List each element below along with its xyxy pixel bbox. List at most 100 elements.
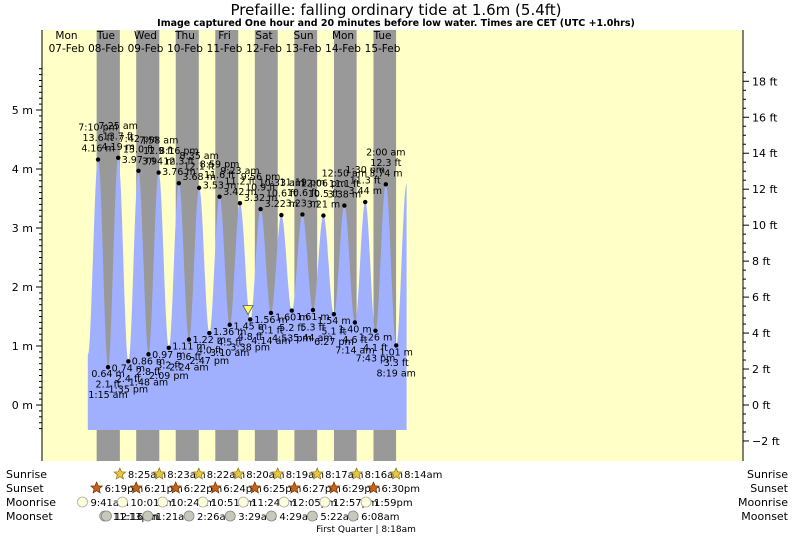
high-tide-label: 7:25 am	[98, 121, 137, 132]
sunrise-icon	[192, 467, 206, 480]
sunrise-icon	[350, 467, 364, 480]
right-tick-label: 10 ft	[752, 219, 778, 232]
sunset-time: 6:19pm	[105, 484, 144, 495]
sunset-icon	[208, 481, 222, 494]
sunrise-icon	[310, 467, 324, 480]
tide-point	[248, 317, 253, 322]
moonset-icon	[142, 510, 154, 522]
tide-point	[289, 308, 295, 313]
moonset-time: 4:29am	[279, 512, 317, 523]
high-tide-label: 10.9 ft	[245, 183, 276, 194]
low-tide-label: 4.5 ft	[217, 337, 242, 348]
high-tide-label: 13.6 ft	[83, 133, 114, 144]
high-tide-label: 3.68 m	[182, 172, 215, 183]
moonset-time: 2:26am	[197, 512, 235, 523]
high-tide-label: 11.1 ft	[329, 179, 360, 190]
moonset-time: 3:29am	[238, 512, 276, 523]
low-tide-label: 1.26 m	[359, 333, 392, 344]
moonrise-icon	[77, 496, 88, 508]
moonset-time: 5:22am	[320, 512, 358, 523]
moonrise-time: 12:05pm	[292, 498, 337, 509]
low-tide-label: 2.8 ft	[136, 367, 161, 378]
moonrise-time: 12:57pm	[333, 498, 378, 509]
low-tide-label: 4:14 am	[251, 336, 290, 347]
high-tide-label: 12.9 ft	[143, 146, 174, 157]
low-tide-label: 2:09 pm	[149, 371, 189, 382]
low-tide-label: 0.74 m	[112, 363, 145, 374]
high-tide-label: 11.2 ft	[224, 177, 255, 188]
low-tide-label: 5.2 ft	[279, 323, 304, 334]
moonset-label-left: Moonset	[6, 510, 53, 523]
tide-point	[95, 157, 101, 162]
tide-point	[105, 365, 111, 370]
low-tide-label: 4.8 ft	[238, 332, 263, 343]
high-tide-label: 3.22 m	[265, 199, 298, 210]
left-tick-label: 4 m	[12, 163, 33, 176]
tide-point	[166, 345, 171, 350]
low-tide-label: 1:15 am	[88, 390, 127, 401]
high-tide-label: 10.6 ft	[266, 189, 297, 200]
moon-phase-label: First Quarter | 8:18am	[316, 525, 416, 535]
date-label: 14-Feb	[325, 43, 361, 55]
right-tick-label: 6 ft	[752, 291, 771, 304]
high-tide-label: 12.3 ft	[163, 157, 194, 168]
low-tide-label: 2.1 ft	[96, 380, 121, 391]
sunset-icon	[90, 481, 104, 494]
sunset-icon	[248, 481, 262, 494]
high-tide-label: 7:42 pm	[119, 134, 159, 145]
high-tide-label: 3.38 m	[328, 190, 361, 201]
high-tide-label: 10:33 am	[259, 178, 304, 189]
sunset-label-right: Sunset	[750, 482, 788, 495]
sunset-icon	[327, 481, 341, 494]
high-tide-label: 3.32 m	[244, 193, 277, 204]
chart-title: Prefaille: falling ordinary tide at 1.6m…	[230, 1, 561, 19]
low-tide-label: 4.1 ft	[363, 343, 388, 354]
date-label: 12-Feb	[246, 43, 282, 55]
tide-point	[268, 310, 274, 316]
low-tide-label: 1.22 m	[193, 335, 226, 346]
day-of-week-label: Fri	[218, 30, 231, 42]
sunset-time: 6:25pm	[263, 484, 302, 495]
tide-point	[126, 359, 131, 364]
high-tide-label: 9:56 pm	[241, 172, 281, 183]
low-tide-label: 6:27 pm	[314, 337, 354, 348]
tide-point	[196, 185, 202, 191]
tide-point	[227, 322, 232, 327]
sunrise-time: 8:14am	[404, 470, 442, 481]
moonrise-icon	[117, 496, 128, 508]
date-label: 11-Feb	[207, 43, 243, 55]
moonrise-icon	[157, 496, 169, 508]
low-tide-label: 3.6 ft	[176, 352, 201, 363]
moonset-time: 12:16am	[114, 512, 159, 523]
sunset-icon	[287, 481, 301, 494]
right-tick-label: 2 ft	[752, 363, 771, 376]
current-tide-marker	[242, 305, 254, 316]
moonrise-icon	[237, 496, 249, 508]
moonset-icon	[101, 510, 112, 522]
low-tide-label: 1.11 m	[172, 342, 205, 353]
date-label: 13-Feb	[286, 43, 322, 55]
high-tide-label: 8:59 pm	[200, 160, 240, 171]
moonrise-label-right: Moonrise	[738, 496, 788, 509]
low-tide-label: 1:35 pm	[109, 384, 149, 395]
low-tide-label: 5:44 am	[293, 333, 332, 344]
tide-point	[373, 328, 378, 333]
left-tick-label: 2 m	[12, 281, 33, 294]
low-tide-label: 4.6 ft	[342, 335, 367, 346]
moonrise-time: 10:24am	[171, 498, 216, 509]
low-tide-label: 1.40 m	[338, 324, 371, 335]
date-labels: Mon07-FebTue08-FebWed09-FebThu10-FebFri1…	[49, 30, 401, 55]
low-tide-label: 1.56 m	[254, 315, 287, 326]
tide-point	[342, 203, 347, 208]
low-tide-label: 1.45 m	[234, 321, 267, 332]
moonset-time: 11:13pm	[113, 512, 158, 523]
moonset-icon	[265, 510, 277, 522]
low-tide-label: 0.97 m	[152, 350, 185, 361]
moonset-time: 6:08am	[361, 512, 399, 523]
moonrise-label-left: Moonrise	[6, 496, 56, 509]
sunset-time: 6:30pm	[381, 484, 420, 495]
tide-point	[237, 201, 243, 206]
low-tide-label: 2:24 am	[169, 363, 208, 374]
